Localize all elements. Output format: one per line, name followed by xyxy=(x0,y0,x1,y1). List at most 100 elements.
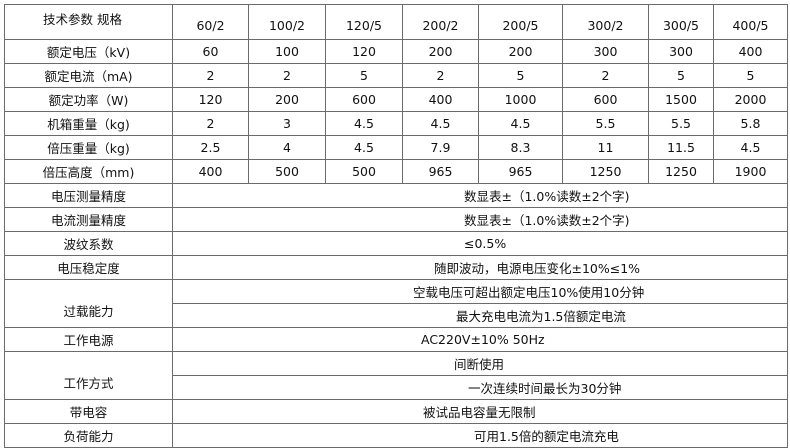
spec-row-capacitance: 带电容 被试品电容量无限制 xyxy=(4,399,788,424)
model-header: 200/2 xyxy=(402,4,479,40)
row-label: 倍压重量（kg) xyxy=(4,135,173,160)
spec-value: 被试品电容量无限制 xyxy=(172,399,788,424)
spec-value: 一次连续时间最长为30分钟 xyxy=(172,375,788,400)
spec-value: 间断使用 xyxy=(172,351,788,376)
spec-value: ≤0.5% xyxy=(172,231,788,256)
spec-value: 随即波动，电源电压变化±10%≤1% xyxy=(172,255,788,280)
cell-value: 100 xyxy=(248,39,326,64)
spec-row-stability: 电压稳定度 随即波动，电源电压变化±10%≤1% xyxy=(4,255,788,280)
cell-value: 120 xyxy=(325,39,403,64)
model-header: 300/5 xyxy=(648,4,714,40)
spec-label: 负荷能力 xyxy=(4,423,173,448)
row-label: 额定电压（kV) xyxy=(4,39,173,64)
cell-value: 200 xyxy=(402,39,479,64)
cell-value: 4.5 xyxy=(325,135,403,160)
cell-value: 400 xyxy=(172,159,249,184)
cell-value: 965 xyxy=(402,159,479,184)
cell-value: 2 xyxy=(402,63,479,88)
table-row: 倍压高度（mm) 400 500 500 965 965 1250 1250 1900 xyxy=(4,159,788,184)
cell-value: 60 xyxy=(172,39,249,64)
table-row: 额定电流（mA) 2 2 5 2 5 2 5 5 xyxy=(4,63,788,88)
spec-label: 工作电源 xyxy=(4,327,173,352)
cell-value: 400 xyxy=(402,87,479,112)
spec-value: 最大充电电流为1.5倍额定电流 xyxy=(172,303,788,328)
cell-value: 4.5 xyxy=(478,111,563,136)
cell-value: 8.3 xyxy=(478,135,563,160)
cell-value: 7.9 xyxy=(402,135,479,160)
cell-value: 5 xyxy=(648,63,714,88)
cell-value: 965 xyxy=(478,159,563,184)
table-row: 额定功率（W) 120 200 600 400 1000 600 1500 2000 xyxy=(4,87,788,112)
spec-value: AC220V±10% 50Hz xyxy=(172,327,788,352)
cell-value: 2 xyxy=(562,63,649,88)
cell-value: 2 xyxy=(172,63,249,88)
row-label: 额定电流（mA) xyxy=(4,63,173,88)
spec-label: 电压稳定度 xyxy=(4,255,173,280)
cell-value: 5 xyxy=(478,63,563,88)
row-label: 机箱重量（kg) xyxy=(4,111,173,136)
spec-row-voltage-accuracy: 电压测量精度 数显表±（1.0%读数±2个字) xyxy=(4,183,788,208)
cell-value: 4.5 xyxy=(325,111,403,136)
cell-value: 2 xyxy=(248,63,326,88)
cell-value: 5.5 xyxy=(562,111,649,136)
cell-value: 600 xyxy=(562,87,649,112)
header-label: 技术参数 规格 xyxy=(4,4,173,40)
cell-value: 1500 xyxy=(648,87,714,112)
table-row: 机箱重量（kg) 2 3 4.5 4.5 4.5 5.5 5.5 5.8 xyxy=(4,111,788,136)
cell-value: 400 xyxy=(713,39,788,64)
cell-value: 200 xyxy=(248,87,326,112)
spec-value: 可用1.5倍的额定电流充电 xyxy=(172,423,788,448)
model-header: 200/5 xyxy=(478,4,563,40)
spec-label: 工作方式 xyxy=(4,351,173,400)
spec-label: 电流测量精度 xyxy=(4,207,173,232)
cell-value: 1000 xyxy=(478,87,563,112)
spec-row-overload: 最大充电电流为1.5倍额定电流 xyxy=(5,303,788,328)
spec-row-work-mode: 工作方式 间断使用 xyxy=(4,351,788,400)
cell-value: 500 xyxy=(325,159,403,184)
cell-value: 1900 xyxy=(713,159,788,184)
cell-value: 3 xyxy=(248,111,326,136)
cell-value: 200 xyxy=(478,39,563,64)
cell-value: 4.5 xyxy=(402,111,479,136)
model-header: 400/5 xyxy=(713,4,788,40)
cell-value: 120 xyxy=(172,87,249,112)
cell-value: 300 xyxy=(562,39,649,64)
cell-value: 300 xyxy=(648,39,714,64)
spec-value: 空载电压可超出额定电压10%使用10分钟 xyxy=(172,279,788,304)
cell-value: 600 xyxy=(325,87,403,112)
cell-value: 1250 xyxy=(648,159,714,184)
spec-label: 波纹系数 xyxy=(4,231,173,256)
cell-value: 4 xyxy=(248,135,326,160)
spec-value: 数显表±（1.0%读数±2个字) xyxy=(172,207,788,232)
cell-value: 4.5 xyxy=(713,135,788,160)
cell-value: 5 xyxy=(713,63,788,88)
model-header: 300/2 xyxy=(562,4,649,40)
model-header: 100/2 xyxy=(248,4,326,40)
spec-row-current-accuracy: 电流测量精度 数显表±（1.0%读数±2个字) xyxy=(4,207,788,232)
cell-value: 11.5 xyxy=(648,135,714,160)
spec-row-ripple: 波纹系数 ≤0.5% xyxy=(4,231,788,256)
table-row: 倍压重量（kg) 2.5 4 4.5 7.9 8.3 11 11.5 4.5 xyxy=(4,135,788,160)
cell-value: 5.5 xyxy=(648,111,714,136)
spec-label: 电压测量精度 xyxy=(4,183,173,208)
spec-label: 带电容 xyxy=(4,399,173,424)
spec-row-power-supply: 工作电源 AC220V±10% 50Hz xyxy=(4,327,788,352)
cell-value: 2.5 xyxy=(172,135,249,160)
cell-value: 5 xyxy=(325,63,403,88)
header-row: 技术参数 规格 60/2 100/2 120/5 200/2 200/5 300/2 300… xyxy=(4,4,788,40)
spec-row-load: 负荷能力 可用1.5倍的额定电流充电 xyxy=(4,423,788,448)
row-label: 倍压高度（mm) xyxy=(4,159,173,184)
model-header: 60/2 xyxy=(172,4,249,40)
cell-value: 500 xyxy=(248,159,326,184)
cell-value: 2000 xyxy=(713,87,788,112)
spec-value: 数显表±（1.0%读数±2个字) xyxy=(172,183,788,208)
model-header: 120/5 xyxy=(325,4,403,40)
spec-row-overload: 过载能力 空载电压可超出额定电压10%使用10分钟 xyxy=(4,279,788,328)
spec-label: 过载能力 xyxy=(4,279,173,328)
spec-table: 技术参数 规格 60/2 100/2 120/5 200/2 200/5 300/2 300… xyxy=(4,4,788,448)
row-label: 额定功率（W) xyxy=(4,87,173,112)
spec-row-work-mode: 一次连续时间最长为30分钟 xyxy=(5,375,788,400)
cell-value: 11 xyxy=(562,135,649,160)
cell-value: 2 xyxy=(172,111,249,136)
cell-value: 5.8 xyxy=(713,111,788,136)
